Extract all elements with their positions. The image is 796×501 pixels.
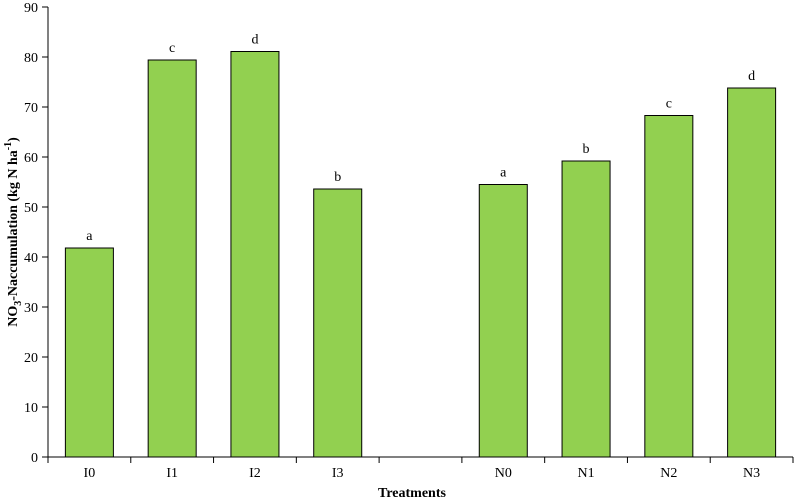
bar-n3 [727,87,777,458]
bar-i3 [313,188,363,458]
y-tick-label: 50 [24,201,38,216]
x-tick-label: I0 [84,466,96,481]
bar-i2 [230,51,280,458]
bar-i0 [64,247,114,458]
bar-i1 [147,59,197,458]
y-tick-label: 60 [24,151,38,166]
x-tick-label: N2 [660,466,677,481]
bar-n1 [561,160,611,458]
x-tick-label: I3 [332,466,344,481]
y-axis-title-close: ) [6,137,21,142]
y-tick-label: 40 [24,251,38,266]
x-tick-label: N0 [495,466,512,481]
significance-label: b [583,142,590,157]
significance-label: b [334,170,341,185]
y-tick-label: 80 [24,51,38,66]
significance-label: c [666,97,672,112]
significance-label: d [251,33,258,48]
significance-label: d [748,69,755,84]
x-axis-ticks: I0 I1 I2 I3 N0 N1 N2 N3 [47,457,794,481]
y-tick-label: 30 [24,301,38,316]
y-axis-title-sub: 3 [13,301,24,306]
bar-n0 [478,184,528,458]
plot-area: a c d b a b c d [64,33,777,458]
y-tick-label: 10 [24,401,38,416]
x-tick-label: I2 [249,466,261,481]
y-axis-title: NO3-Naccumulation (kg N ha-1) [3,137,24,327]
y-tick-label: 90 [24,1,38,16]
y-axis-title-rest: -Naccumulation (kg N ha [6,150,21,301]
y-tick-label: 70 [24,101,38,116]
y-axis-ticks: 0 10 20 30 40 50 60 70 80 90 [24,1,48,466]
x-axis-title: Treatments [378,486,446,501]
y-tick-label: 0 [31,451,38,466]
significance-label: c [169,41,175,56]
significance-label: a [500,166,507,181]
x-tick-label: I1 [166,466,178,481]
x-tick-label: N3 [743,466,760,481]
bar-n2 [644,115,694,458]
y-axis-title-sup: -1 [3,142,14,150]
significance-label: a [86,229,93,244]
y-axis-title-main: NO [6,306,21,327]
x-tick-label: N1 [577,466,594,481]
y-tick-label: 20 [24,351,38,366]
